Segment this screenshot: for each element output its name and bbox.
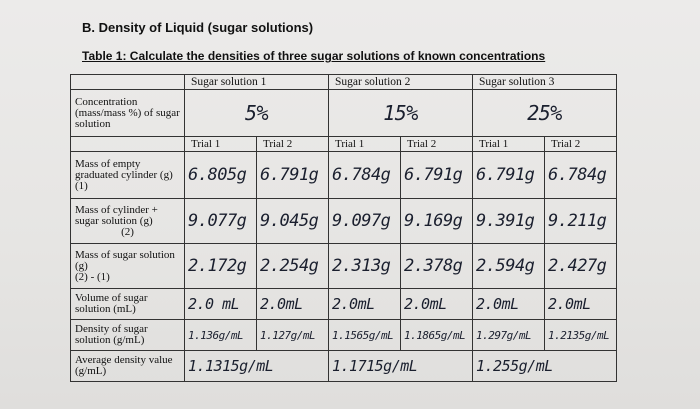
handwritten-value: 2.378g	[404, 255, 463, 276]
handwritten-value: 6.805g	[188, 164, 247, 185]
row-label-mass-sugar: Mass of sugar solution (g) (2) - (1)	[70, 243, 185, 289]
handwritten-value: 1.1565g/mL	[332, 328, 394, 342]
trial-header: Trial 2	[400, 136, 473, 152]
handwritten-value: 5%	[244, 100, 269, 125]
row-label-concentration: Concentration (mass/mass %) of sugar sol…	[70, 89, 185, 137]
handwritten-value: 25%	[527, 100, 562, 125]
handwritten-value: 2.0mL	[332, 294, 375, 313]
handwritten-value: 6.784g	[332, 164, 391, 185]
row-mass-empty: Mass of empty graduated cylinder (g) (1)…	[70, 151, 617, 199]
cell-concentration-1: 5%	[184, 89, 329, 137]
handwritten-value: 9.391g	[476, 210, 535, 231]
handwritten-value: 2.0 mL	[188, 294, 240, 313]
handwritten-value: 2.0mL	[476, 294, 519, 313]
row-label-volume: Volume of sugar solution (mL)	[70, 288, 185, 320]
handwritten-value: 15%	[383, 100, 418, 125]
handwritten-value: 1.297g/mL	[476, 328, 532, 342]
handwritten-value: 6.791g	[260, 164, 319, 185]
header-row: Sugar solution 1 Sugar solution 2 Sugar …	[70, 74, 617, 90]
handwritten-value: 1.136g/mL	[188, 328, 244, 342]
handwritten-value: 2.254g	[260, 255, 319, 276]
cell-concentration-3: 25%	[472, 89, 617, 137]
section-title: B. Density of Liquid (sugar solutions)	[82, 20, 314, 35]
row-label-marker: (2)	[121, 225, 134, 238]
row-label-mass-cylinder-solution: Mass of cylinder + sugar solution (g) (2…	[70, 198, 185, 244]
row-label-average-density: Average density value (g/mL)	[70, 350, 185, 382]
row-label-marker: (2) - (1)	[75, 270, 110, 283]
handwritten-value: 9.045g	[260, 210, 319, 231]
trial-header: Trial 1	[472, 136, 545, 152]
row-volume: Volume of sugar solution (mL) 2.0 mL 2.0…	[70, 288, 617, 320]
row-label-text: Mass of sugar solution (g)	[75, 248, 175, 272]
row-label-density: Density of sugar solution (g/mL)	[70, 319, 185, 351]
cell-concentration-2: 15%	[328, 89, 473, 137]
row-density: Density of sugar solution (g/mL) 1.136g/…	[70, 319, 617, 351]
trial-header: Trial 1	[328, 136, 401, 152]
corner-cell	[70, 74, 185, 90]
handwritten-value: 1.127g/mL	[260, 328, 316, 342]
table-title: Table 1: Calculate the densities of thre…	[82, 49, 546, 63]
handwritten-value: 9.077g	[188, 210, 247, 231]
trial-header: Trial 2	[256, 136, 329, 152]
row-mass-cylinder-solution: Mass of cylinder + sugar solution (g) (2…	[70, 198, 617, 244]
trial-header: Trial 2	[544, 136, 617, 152]
handwritten-value: 9.169g	[404, 210, 463, 231]
density-table: Sugar solution 1 Sugar solution 2 Sugar …	[70, 74, 617, 382]
handwritten-value: 2.594g	[476, 255, 535, 276]
handwritten-value: 2.0mL	[404, 294, 447, 313]
trial-row: Trial 1 Trial 2 Trial 1 Trial 2 Trial 1 …	[70, 136, 617, 152]
handwritten-value: 2.172g	[188, 255, 247, 276]
handwritten-value: 1.1315g/mL	[188, 356, 274, 375]
handwritten-value: 6.791g	[476, 164, 535, 185]
handwritten-value: 1.1865g/mL	[404, 328, 466, 342]
handwritten-value: 2.0mL	[548, 294, 591, 313]
column-header-solution-3: Sugar solution 3	[472, 74, 617, 90]
row-mass-sugar: Mass of sugar solution (g) (2) - (1) 2.1…	[70, 243, 617, 289]
row-concentration: Concentration (mass/mass %) of sugar sol…	[70, 89, 617, 137]
handwritten-value: 2.0mL	[260, 294, 303, 313]
handwritten-value: 6.784g	[548, 164, 607, 185]
handwritten-value: 6.791g	[404, 164, 463, 185]
row-average-density: Average density value (g/mL) 1.1315g/mL …	[70, 350, 617, 382]
column-header-solution-1: Sugar solution 1	[184, 74, 329, 90]
trial-header: Trial 1	[184, 136, 257, 152]
handwritten-value: 1.2135g/mL	[548, 328, 610, 342]
handwritten-value: 2.427g	[548, 255, 607, 276]
handwritten-value: 9.097g	[332, 210, 391, 231]
row-label-text: Mass of cylinder + sugar solution (g)	[75, 203, 158, 227]
column-header-solution-2: Sugar solution 2	[328, 74, 473, 90]
handwritten-value: 9.211g	[548, 210, 607, 231]
handwritten-value: 1.255g/mL	[476, 356, 553, 375]
trial-row-blank	[70, 136, 185, 152]
handwritten-value: 2.313g	[332, 255, 391, 276]
row-label-mass-empty: Mass of empty graduated cylinder (g) (1)	[70, 151, 185, 199]
handwritten-value: 1.1715g/mL	[332, 356, 418, 375]
